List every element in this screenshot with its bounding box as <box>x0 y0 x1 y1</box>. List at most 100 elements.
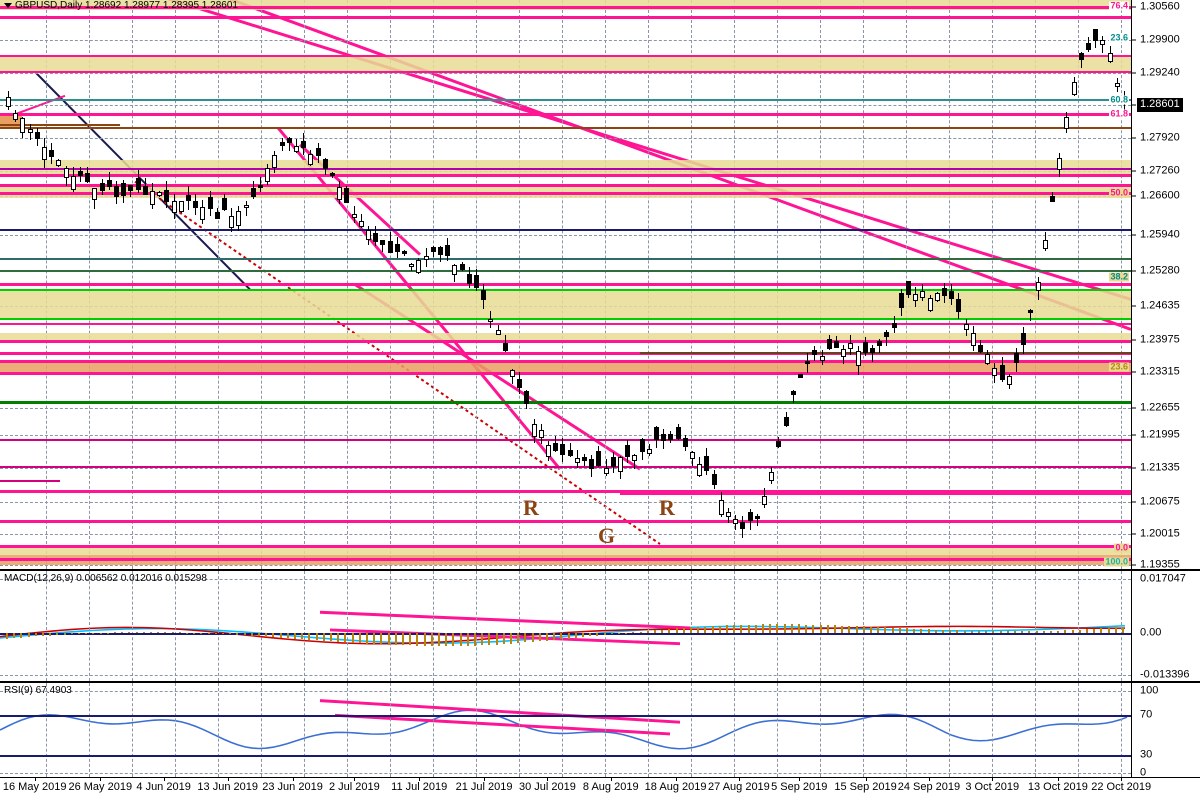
price-plot-area[interactable]: 76.4 23.6 60.8 61.8 50.0 38.2 23.6 0.0 100.0 <box>0 0 1131 569</box>
candlestick[interactable] <box>992 0 997 569</box>
candlestick[interactable] <box>532 0 537 569</box>
candlestick[interactable] <box>971 0 976 569</box>
candlestick[interactable] <box>452 0 457 569</box>
price-level-segment[interactable] <box>0 124 120 126</box>
candlestick[interactable] <box>1028 0 1033 569</box>
candlestick[interactable] <box>582 0 587 569</box>
macd-plot-area[interactable] <box>0 571 1131 681</box>
candlestick[interactable] <box>640 0 645 569</box>
price-level-line[interactable] <box>0 520 1131 523</box>
candlestick[interactable] <box>755 0 760 569</box>
candlestick[interactable] <box>438 0 443 569</box>
candlestick[interactable] <box>949 0 954 569</box>
candlestick[interactable] <box>1079 0 1084 569</box>
candlestick[interactable] <box>812 0 817 569</box>
chart-annotation-r[interactable]: R <box>523 495 539 520</box>
candlestick[interactable] <box>920 0 925 569</box>
trend-line[interactable] <box>319 610 691 630</box>
candlestick[interactable] <box>402 0 407 569</box>
candlestick[interactable] <box>740 0 745 569</box>
candlestick[interactable] <box>776 0 781 569</box>
candlestick[interactable] <box>431 0 436 569</box>
candlestick[interactable] <box>877 0 882 569</box>
candlestick[interactable] <box>215 0 220 569</box>
price-axis[interactable]: 1.30560 1.29900 1.29240 1.28601 1.27920 1.272… <box>1131 0 1200 570</box>
candlestick[interactable] <box>762 0 767 569</box>
candlestick[interactable] <box>128 0 133 569</box>
candlestick[interactable] <box>913 0 918 569</box>
candlestick[interactable] <box>553 0 558 569</box>
candlestick[interactable] <box>445 0 450 569</box>
candlestick[interactable] <box>467 0 472 569</box>
candlestick[interactable] <box>236 0 241 569</box>
candlestick[interactable] <box>301 0 306 569</box>
candlestick[interactable] <box>1000 0 1005 569</box>
candlestick[interactable] <box>899 0 904 569</box>
price-level-line[interactable] <box>0 289 1131 291</box>
current-price-label[interactable]: 1.28601 <box>1137 98 1183 112</box>
candlestick[interactable] <box>798 0 803 569</box>
candlestick[interactable] <box>503 0 508 569</box>
price-level-line[interactable] <box>0 258 1131 260</box>
trend-line[interactable] <box>319 699 681 724</box>
candlestick[interactable] <box>488 0 493 569</box>
candlestick[interactable] <box>539 0 544 569</box>
candlestick[interactable] <box>697 0 702 569</box>
fibonacci-level-tag[interactable]: 50.0 <box>1109 187 1129 198</box>
candlestick[interactable] <box>388 0 393 569</box>
candlestick[interactable] <box>409 0 414 569</box>
price-level-line[interactable] <box>0 372 1131 375</box>
candlestick[interactable] <box>496 0 501 569</box>
price-level-line[interactable] <box>0 229 1131 231</box>
candlestick[interactable] <box>906 0 911 569</box>
price-level-line[interactable] <box>0 466 1131 468</box>
candlestick[interactable] <box>121 0 126 569</box>
candlestick[interactable] <box>805 0 810 569</box>
candlestick[interactable] <box>1100 0 1105 569</box>
candlestick[interactable] <box>92 0 97 569</box>
candlestick[interactable] <box>647 0 652 569</box>
candlestick[interactable] <box>690 0 695 569</box>
candlestick[interactable] <box>748 0 753 569</box>
price-level-line[interactable] <box>0 184 1131 187</box>
candlestick[interactable] <box>258 0 263 569</box>
candlestick[interactable] <box>712 0 717 569</box>
candlestick[interactable] <box>474 0 479 569</box>
candlestick[interactable] <box>1043 0 1048 569</box>
price-level-line[interactable] <box>0 490 1131 493</box>
price-level-line[interactable] <box>0 340 1131 343</box>
price-level-line[interactable] <box>0 192 1131 195</box>
candlestick[interactable] <box>395 0 400 569</box>
candlestick[interactable] <box>294 0 299 569</box>
price-level-segment[interactable] <box>890 258 1131 260</box>
price-level-line[interactable] <box>0 318 1131 320</box>
candlestick[interactable] <box>956 0 961 569</box>
time-axis[interactable]: 16 May 2019 26 May 2019 4 Jun 2019 13 Jun 2… <box>0 778 1200 800</box>
trend-line[interactable] <box>334 713 671 736</box>
price-level-line[interactable] <box>0 99 1131 101</box>
price-level-line[interactable] <box>0 558 1131 561</box>
price-level-line[interactable] <box>0 113 1131 116</box>
candlestick[interactable] <box>1122 0 1127 569</box>
price-level-line[interactable] <box>0 352 1131 355</box>
candlestick[interactable] <box>1021 0 1026 569</box>
candlestick[interactable] <box>1108 0 1113 569</box>
candlestick[interactable] <box>20 0 25 569</box>
candlestick[interactable] <box>64 0 69 569</box>
candlestick[interactable] <box>460 0 465 569</box>
candlestick[interactable] <box>668 0 673 569</box>
candlestick[interactable] <box>35 0 40 569</box>
candlestick[interactable] <box>1007 0 1012 569</box>
candlestick[interactable] <box>13 0 18 569</box>
candlestick[interactable] <box>200 0 205 569</box>
candlestick[interactable] <box>884 0 889 569</box>
candlestick[interactable] <box>841 0 846 569</box>
fibonacci-level-tag[interactable]: 60.8 <box>1109 94 1129 105</box>
candlestick[interactable] <box>308 0 313 569</box>
candlestick[interactable] <box>481 0 486 569</box>
candlestick[interactable] <box>56 0 61 569</box>
candlestick[interactable] <box>208 0 213 569</box>
candlestick[interactable] <box>892 0 897 569</box>
price-level-line[interactable] <box>0 127 1131 129</box>
candlestick[interactable] <box>575 0 580 569</box>
